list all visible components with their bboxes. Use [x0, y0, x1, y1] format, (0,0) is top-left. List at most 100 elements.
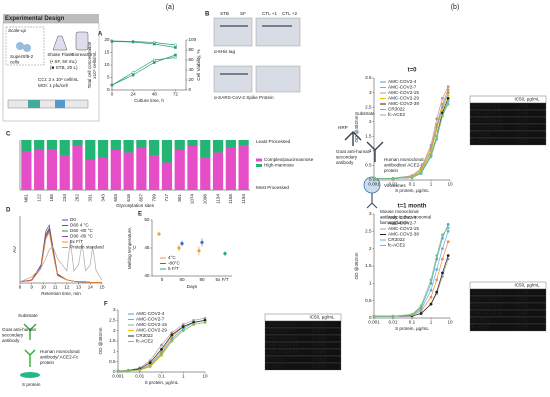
table-cell: CR 3022 [472, 132, 491, 137]
bar [46, 149, 58, 190]
legend-label: AMC-COV2-7 [136, 317, 165, 322]
bar [225, 140, 236, 148]
y-tick-label: 2.5 [109, 318, 116, 323]
x-tick-label: 72 [173, 92, 179, 97]
x-tick-label: 282 [75, 194, 80, 202]
bar [238, 145, 249, 190]
y-tick-label: 40 [144, 273, 150, 278]
blot-image [255, 17, 301, 47]
panel-label: (b) [451, 4, 460, 11]
bar [97, 140, 109, 158]
legend-label: AMC-COV2-7 [388, 221, 417, 226]
design-text: (■ STB, 20 L) [50, 65, 78, 70]
bar [238, 140, 249, 145]
legend-label: D90 -80 °C [70, 234, 93, 239]
bar [161, 162, 173, 190]
x-tick-label: 12 [64, 285, 70, 290]
data-point [223, 252, 227, 256]
x-tick-label: 1 [430, 320, 433, 325]
diagram-label: Human monoclonal [40, 349, 80, 354]
x-tick-label: 0 [111, 92, 114, 97]
table-cell: AMC-COV2-38 [267, 350, 298, 355]
data-point [429, 288, 433, 292]
legend-label: AMC-COV2-15 [388, 226, 419, 231]
bar [174, 140, 185, 150]
bar [59, 140, 70, 155]
y-tick-label: 2.5 [365, 104, 372, 109]
data-point [440, 114, 444, 118]
series-line [19, 231, 102, 283]
data-point [410, 175, 414, 179]
bar [200, 140, 211, 158]
y-tick-label: 1 [113, 349, 116, 354]
table-cell: 1.732 [517, 318, 529, 323]
lane-label: CTL +1 [262, 11, 277, 16]
y-axis-label: Cell Viability, % [196, 49, 201, 80]
y-tick-label: 20 [104, 37, 110, 42]
antibody-icon [366, 193, 378, 209]
data-point [152, 61, 156, 64]
y-tick-label: 5 [107, 75, 110, 80]
data-point [372, 314, 376, 318]
x-tick-label: 165 [49, 194, 54, 202]
legend-label: CR3022 [136, 333, 153, 338]
x-tick-label: 0.1 [409, 320, 416, 325]
diagram-label: S protein [22, 382, 41, 387]
legend-label: AMC-COV2-38 [388, 232, 419, 237]
x-tick-label: 0.01 [389, 182, 398, 187]
bar [21, 151, 32, 190]
x-tick-label: 1134 [215, 194, 220, 204]
series-line [374, 255, 449, 317]
y-tick-label: 2.5 [365, 229, 372, 234]
bar [72, 146, 83, 190]
diagram-label: Goat anti-human [2, 327, 37, 332]
table-cell: 3.443 [517, 304, 529, 309]
data-point [419, 307, 423, 311]
legend-label: fc-ACE2 [136, 339, 154, 344]
data-point [429, 302, 433, 306]
x-tick-label: 0.1 [158, 374, 165, 379]
y-tick-label: 0 [369, 315, 372, 320]
legend-label: 5 F/T [168, 266, 179, 271]
x-tick-label: 0.01 [389, 320, 398, 325]
y-tick-label: 3 [369, 211, 372, 216]
design-text: SuperSf9-2 [10, 54, 34, 59]
x-axis-label: S protein, μg/mL [395, 188, 429, 193]
diagram-label: Substrate [355, 111, 375, 116]
data-point [200, 240, 204, 244]
data-point [446, 240, 450, 244]
data-point [372, 177, 376, 180]
blot-image [213, 65, 253, 93]
data-point [446, 96, 450, 100]
panel-label: C [6, 132, 11, 138]
data-point [446, 99, 450, 103]
legend-label: fc-ACE2 [388, 112, 406, 117]
panel-label: B [205, 12, 210, 18]
diagram-label: protein [40, 360, 54, 365]
bar [85, 160, 96, 190]
series-line [374, 227, 449, 317]
x-tick-label: N61 [24, 194, 29, 203]
legend-label: 5x F/T [70, 239, 83, 244]
y-tick-label: 15 [104, 50, 110, 55]
table-cell: 1.308 [517, 118, 529, 123]
data-point [435, 290, 439, 294]
data-point [419, 312, 423, 315]
y-axis-label: OD @492nm [354, 252, 359, 279]
series-line [374, 104, 449, 179]
data-point [170, 339, 174, 343]
x-tick-label: 10 [202, 374, 208, 379]
design-title: Experimental Design [5, 16, 65, 22]
bar [136, 140, 147, 148]
table-cell: 1.606 [517, 104, 529, 109]
table-cell: 1.907 [517, 132, 529, 137]
x-tick-label: 1 [182, 374, 185, 379]
bar [200, 157, 211, 190]
legend-label: Complex/paucimannose [264, 157, 314, 162]
data-point [116, 369, 120, 373]
x-tick-label: 603 [113, 194, 118, 202]
data-point [435, 134, 439, 138]
x-tick-label: 10 [447, 320, 453, 325]
diagram-label: secondary [2, 333, 24, 338]
